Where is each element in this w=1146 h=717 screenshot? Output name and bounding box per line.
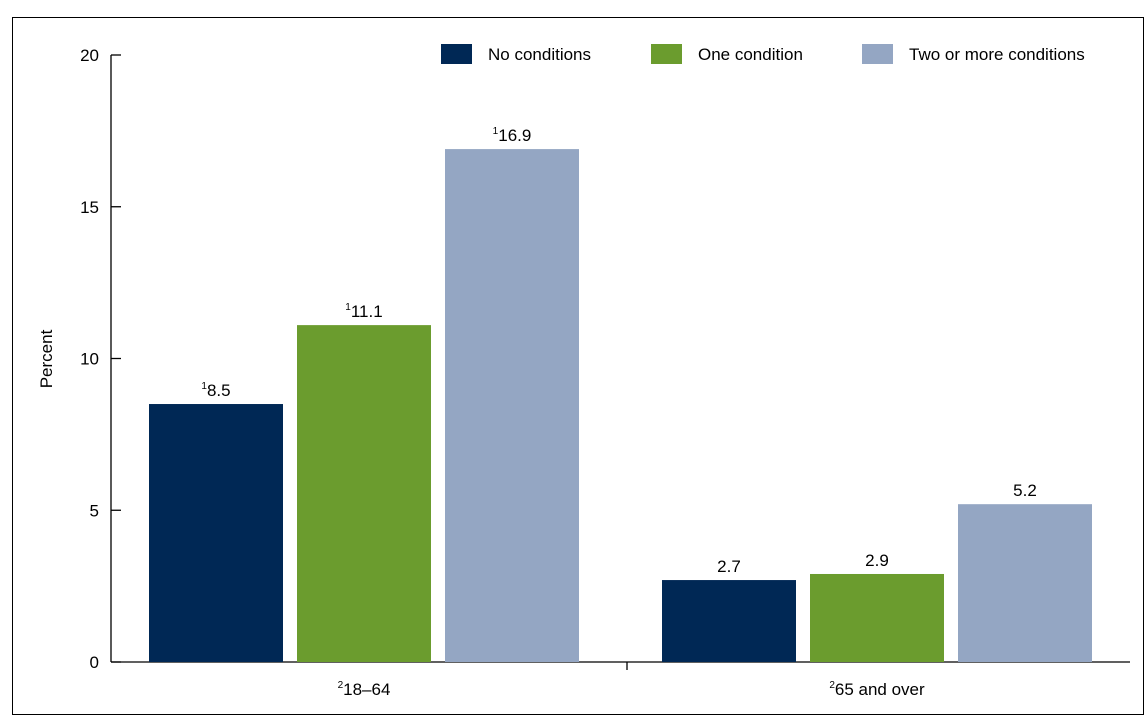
bar [445,149,579,662]
x-category-label-text: 18–64 [343,680,390,699]
bar-value-label: 111.1 [345,302,382,321]
bar-value-label-superscript: 1 [493,126,499,137]
bar-value-label-text: 11.1 [351,302,383,321]
bar-value-label: 2.7 [717,557,741,576]
legend-label: One condition [698,45,803,64]
y-tick-label: 10 [80,350,99,369]
x-category-label-superscript: 2 [338,680,344,691]
legend-swatch [651,44,682,64]
x-category-label: 218–64 [338,680,391,699]
bar-value-label-text: 16.9 [498,126,531,145]
bar-value-label-superscript: 1 [345,302,351,313]
y-tick-label: 0 [90,653,99,672]
bar [149,404,283,662]
y-axis-title: Percent [37,329,56,388]
x-category-label-text: 65 and over [835,680,925,699]
bar-value-label: 18.5 [201,381,230,400]
legend-label: Two or more conditions [909,45,1085,64]
legend-swatch [862,44,893,64]
bar [958,504,1092,662]
y-tick-label: 20 [80,46,99,65]
bar [297,325,431,662]
bar-value-label: 116.9 [493,126,532,145]
y-tick-label: 15 [80,198,99,217]
legend-swatch [441,44,472,64]
bar [810,573,944,662]
bar-value-label: 5.2 [1013,481,1037,500]
bar [662,580,796,662]
bar-value-label: 2.9 [865,551,889,570]
y-tick-label: 5 [90,501,99,520]
x-category-label-superscript: 2 [829,680,835,691]
bar-value-label-superscript: 1 [201,381,207,392]
bar-value-label-text: 8.5 [207,381,231,400]
x-category-label: 265 and over [829,680,925,699]
legend: No conditions One condition Two or more co… [441,44,1085,64]
legend-label: No conditions [488,45,591,64]
